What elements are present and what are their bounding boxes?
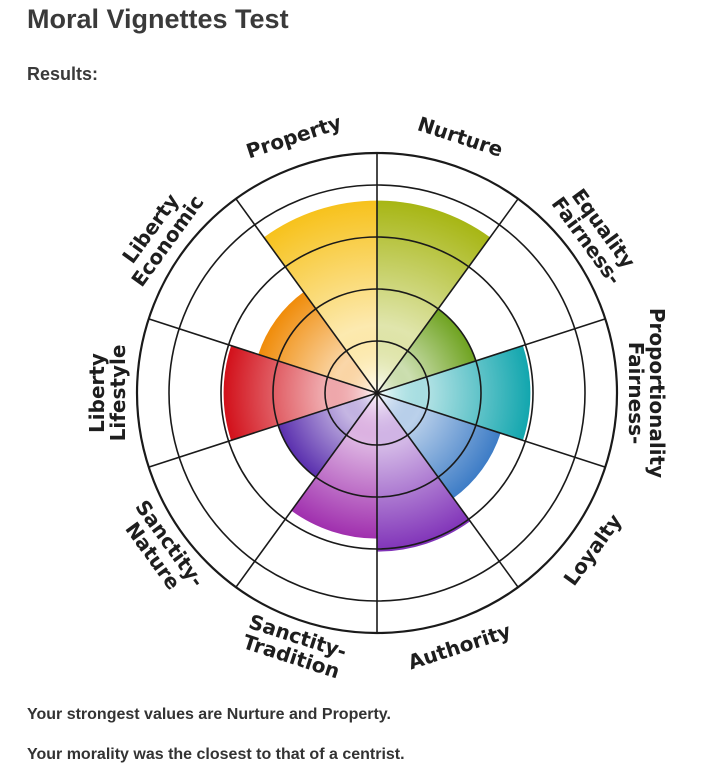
category-label: Loyalty: [559, 509, 627, 590]
spoke: [376, 392, 606, 468]
spoke: [235, 392, 378, 588]
sector-economic-liberty: [258, 292, 377, 393]
category-label: Fairness-: [624, 342, 648, 445]
category-label: Proportionality: [645, 308, 669, 478]
category-label: Lifestyle: [106, 345, 130, 442]
category-label: Nurture: [415, 112, 506, 162]
label-nurture: Nurture: [415, 112, 506, 162]
sector-sanctity-nature: [278, 393, 377, 478]
label-property: Property: [243, 110, 344, 163]
sector-sanctity-tradition: [291, 393, 377, 539]
category-label: Property: [243, 110, 344, 163]
spoke: [376, 198, 519, 394]
strongest-values-text: Your strongest values are Nurture and Pr…: [27, 706, 391, 723]
label-fairness-equality: Fairness-Equality: [547, 184, 641, 289]
spoke: [148, 318, 378, 394]
spoke: [235, 198, 378, 394]
sector-dividers: [148, 153, 606, 633]
page-title: Moral Vignettes Test: [27, 4, 289, 34]
label-authority: Authority: [405, 619, 514, 675]
label-fairness-proportionality: Fairness-Proportionality: [624, 308, 669, 478]
results-heading: Results:: [27, 64, 99, 84]
sector-lifestyle-liberty: [223, 345, 377, 441]
sector-fairness-equality: [377, 308, 476, 393]
category-label: Liberty: [85, 353, 109, 433]
category-label: Authority: [405, 619, 514, 675]
label-loyalty: Loyalty: [559, 509, 627, 590]
closest-morality-text: Your morality was the closest to that of…: [27, 746, 405, 763]
sector-nurture: [377, 200, 491, 393]
sector-fairness-proportionality: [377, 345, 531, 441]
value-sectors: [223, 200, 531, 552]
sector-authority: [377, 393, 471, 552]
sector-property: [263, 200, 377, 393]
spoke: [148, 392, 378, 468]
moral-wheel-chart: Nurture Fairness-Equality Fairness-Proport…: [85, 110, 669, 683]
spoke: [376, 318, 606, 394]
label-sanctity-nature: Sanctity-Nature: [120, 495, 209, 594]
label-sanctity-tradition: Sanctity-Tradition: [240, 609, 350, 683]
spoke: [376, 392, 519, 588]
sector-loyalty: [377, 393, 501, 499]
